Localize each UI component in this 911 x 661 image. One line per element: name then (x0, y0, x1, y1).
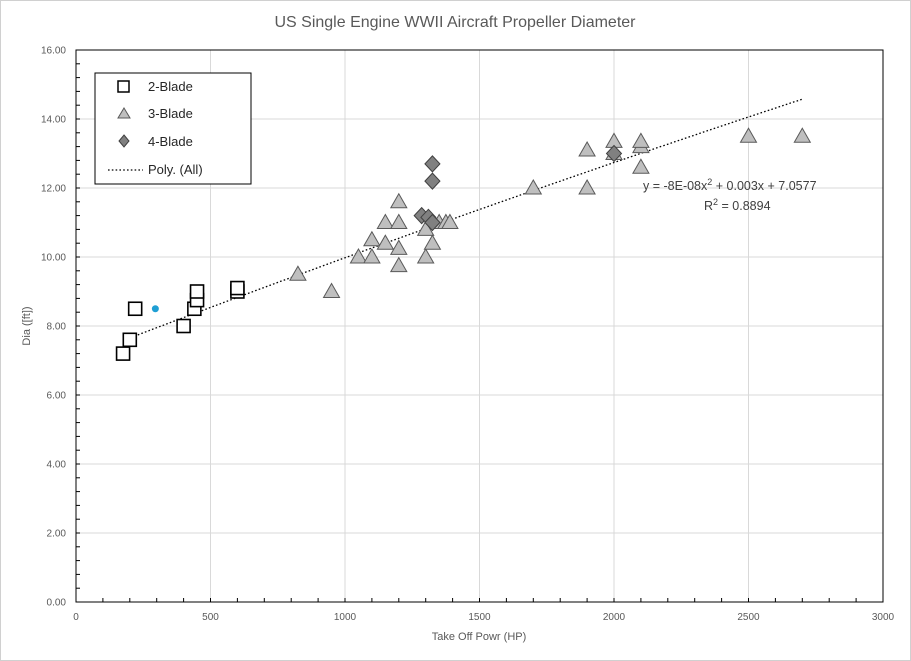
legend-marker-diamond (118, 134, 130, 148)
x-tick-label: 0 (73, 612, 79, 623)
x-axis-title: Take Off Powr (HP) (432, 631, 527, 643)
point-2-blade (176, 318, 191, 334)
x-tick-label: 1000 (334, 612, 357, 623)
point-3-blade (389, 192, 408, 209)
x-tick-label: 2000 (603, 612, 626, 623)
y-axis-title: Dia ([ft]) (21, 306, 33, 345)
point-3-blade (289, 265, 307, 281)
y-tick-label: 14.00 (41, 115, 66, 126)
legend: 2-Blade 3-Blade 4-Blade Poly. (All) (94, 72, 252, 185)
point-3-blade (416, 247, 435, 264)
legend-marker-square (117, 80, 130, 93)
trendline-poly (126, 98, 803, 340)
point-3-blade (793, 127, 812, 143)
point-2-blade (115, 346, 131, 361)
point-3-blade (363, 230, 381, 247)
point-4-blade (605, 144, 623, 163)
point-4-blade (424, 213, 441, 232)
legend-label-3-blade: 3-Blade (148, 106, 193, 121)
point-highlight (151, 305, 159, 313)
legend-label-poly-all: Poly. (All) (148, 162, 203, 177)
point-3-blade (389, 213, 408, 229)
point-3-blade (416, 220, 435, 236)
x-tick-label: 2500 (737, 612, 760, 623)
point-3-blade (349, 247, 368, 264)
y-tick-label: 16.00 (41, 46, 66, 57)
point-3-blade (578, 178, 596, 195)
point-4-blade (424, 155, 441, 173)
minor-ticks (76, 63, 857, 602)
y-tick-label: 2.00 (47, 529, 67, 540)
y-axis-tick-labels: 0.00 2.00 4.00 6.00 8.00 10.00 12.00 14.00 16.00 (41, 46, 66, 609)
x-tick-label: 3000 (872, 612, 895, 623)
legend-label-2-blade: 2-Blade (148, 79, 193, 94)
data-points (115, 127, 812, 361)
point-3-blade (376, 234, 395, 250)
trendline-equation: y = -8E-08x2 + 0.003x + 7.0577 (643, 177, 817, 193)
point-3-blade (578, 141, 596, 157)
point-3-blade (441, 213, 459, 229)
y-tick-label: 0.00 (47, 598, 67, 609)
legend-label-4-blade: 4-Blade (148, 134, 193, 149)
y-tick-label: 4.00 (47, 460, 67, 471)
point-3-blade (322, 282, 341, 298)
y-tick-label: 12.00 (41, 184, 66, 195)
point-3-blade (389, 256, 408, 273)
point-2-blade (122, 332, 138, 348)
point-3-blade (632, 132, 650, 148)
y-tick-label: 10.00 (41, 253, 66, 264)
point-2-blade (189, 284, 205, 299)
legend-marker-triangle (117, 107, 131, 119)
point-3-blade (376, 213, 395, 229)
chart-title: US Single Engine WWII Aircraft Propeller… (274, 14, 636, 31)
point-4-blade (424, 172, 441, 190)
point-3-blade (524, 178, 543, 195)
point-3-blade (739, 127, 758, 143)
point-2-blade (230, 280, 245, 296)
trendline-r-squared: R2 = 0.8894 (704, 197, 771, 213)
x-tick-label: 1500 (468, 612, 491, 623)
point-2-blade (127, 301, 143, 317)
x-tick-label: 500 (202, 612, 219, 623)
x-axis-tick-labels: 0 500 1000 1500 2000 2500 3000 (73, 612, 894, 623)
point-3-blade (423, 234, 442, 250)
y-tick-label: 8.00 (47, 322, 67, 333)
point-3-blade (632, 158, 650, 174)
point-3-blade (363, 247, 381, 264)
point-3-blade (389, 239, 408, 255)
y-tick-label: 6.00 (47, 391, 67, 402)
